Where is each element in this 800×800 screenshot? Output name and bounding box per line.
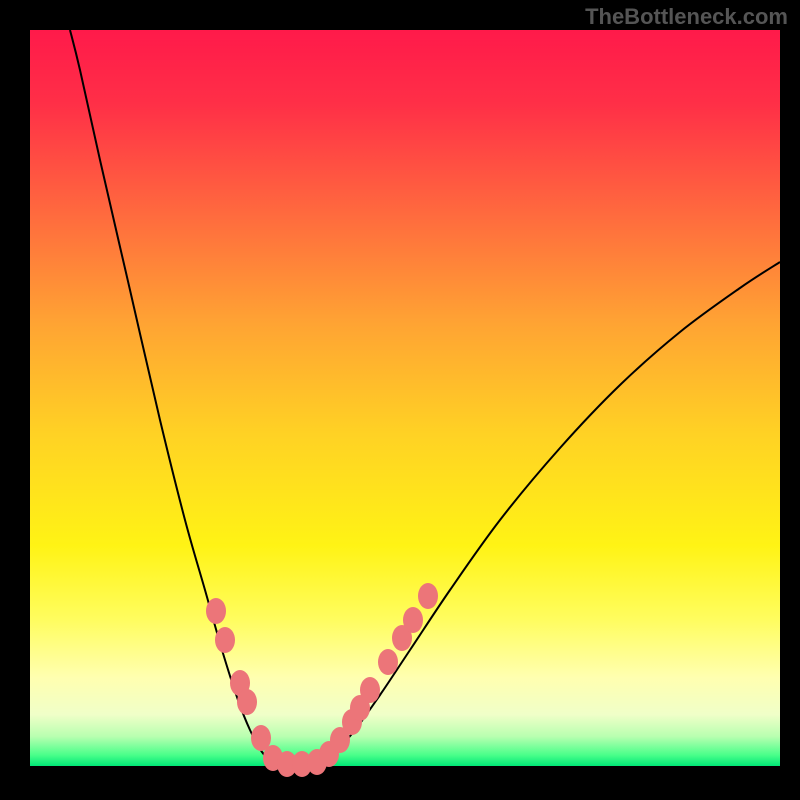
watermark-label: TheBottleneck.com	[585, 4, 788, 30]
curves-group	[70, 30, 780, 762]
marker-point	[418, 583, 438, 609]
marker-point	[403, 607, 423, 633]
chart-root: TheBottleneck.com	[0, 0, 800, 800]
curve-right	[322, 262, 780, 762]
marker-point	[206, 598, 226, 624]
markers-group	[206, 583, 438, 777]
plot-svg	[0, 0, 800, 800]
marker-point	[237, 689, 257, 715]
curve-left	[70, 30, 272, 762]
marker-point	[215, 627, 235, 653]
marker-point	[360, 677, 380, 703]
marker-point	[378, 649, 398, 675]
